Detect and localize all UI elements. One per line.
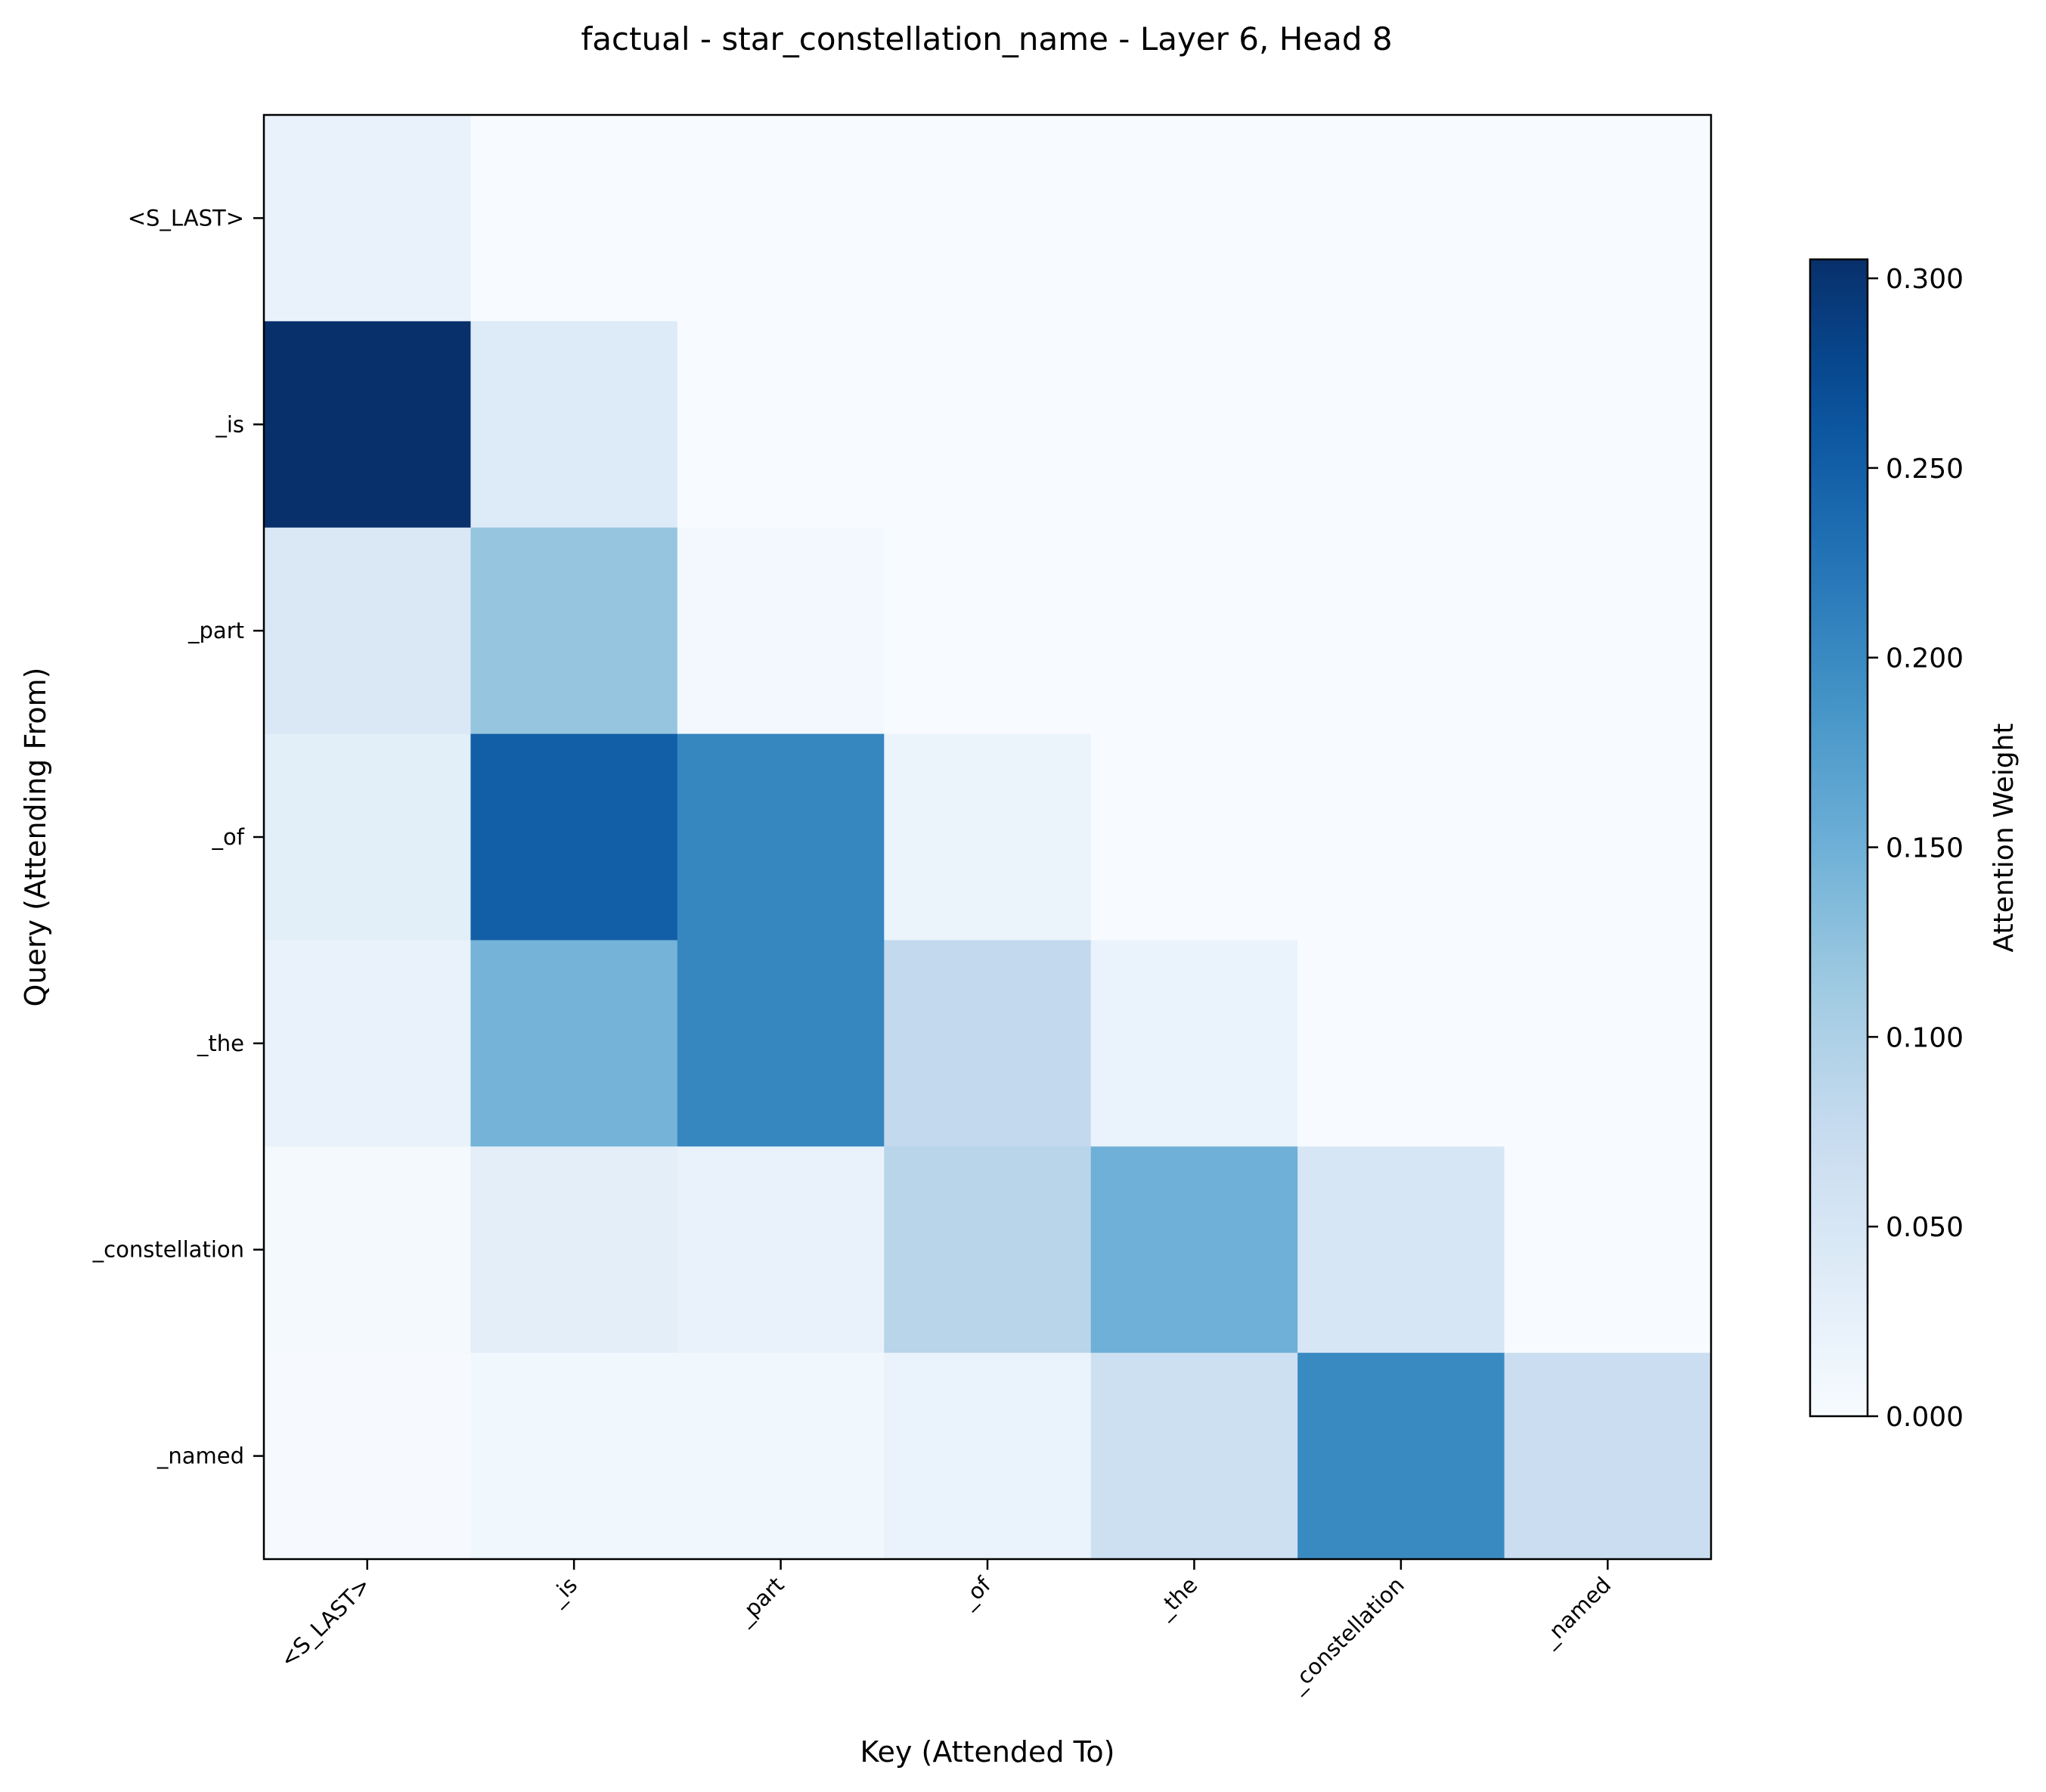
heatmap-cell [884, 1146, 1092, 1353]
heatmap-cell [1504, 940, 1712, 1147]
heatmap-cell [470, 1146, 678, 1353]
x-axis-ticks: <S_LAST> _is _part _of _the _constellation _na… [275, 1559, 1616, 1697]
y-axis-ticks: <S_LAST> _is _part _of _the _constellation _na… [92, 205, 264, 1469]
heatmap-cell [884, 940, 1092, 1147]
heatmap-cell [1504, 1146, 1712, 1353]
heatmap-cell [1297, 115, 1505, 322]
heatmap-cell [470, 733, 678, 941]
x-tick-label: _constellation [1283, 1572, 1409, 1697]
colorbar-tick-label: 0.000 [1886, 1402, 1964, 1433]
x-tick-label: _of [954, 1571, 996, 1613]
x-tick-label: _is [544, 1572, 582, 1611]
heatmap-cell [470, 940, 678, 1147]
heatmap-cells [264, 115, 1712, 1560]
colorbar-label: Attention Weight [1989, 723, 2020, 952]
heatmap-cell [470, 1353, 678, 1560]
heatmap-cell [264, 1353, 472, 1560]
colorbar-tick-label: 0.100 [1886, 1022, 1964, 1053]
heatmap-cell [264, 1146, 472, 1353]
heatmap-cell [884, 115, 1092, 322]
heatmap-cell [264, 527, 472, 735]
y-tick-label: _is [215, 411, 244, 437]
y-tick-label: _named [157, 1443, 244, 1469]
y-tick-label: _constellation [92, 1237, 244, 1263]
heatmap-cell [1504, 527, 1712, 735]
heatmap-cell [677, 527, 885, 735]
heatmap-cell [677, 1146, 885, 1353]
heatmap-cell [1090, 321, 1298, 529]
heatmap-cell [677, 321, 885, 529]
heatmap-cell [1297, 1146, 1505, 1353]
heatmap-cell [677, 733, 885, 941]
heatmap-cell [1297, 733, 1505, 941]
y-tick-label: _the [197, 1031, 244, 1056]
y-tick-label: <S_LAST> [128, 205, 244, 231]
x-tick-label: <S_LAST> [275, 1572, 376, 1673]
heatmap-cell [677, 1353, 885, 1560]
heatmap-cell [470, 321, 678, 529]
heatmap-cell [1297, 940, 1505, 1147]
heatmap-cell [884, 527, 1092, 735]
colorbar-ticks: 0.000 0.050 0.100 0.150 0.200 0.250 0.300 [1868, 264, 1964, 1433]
heatmap-cell [884, 1353, 1092, 1560]
heatmap-cell [677, 115, 885, 322]
heatmap-cell [1504, 733, 1712, 941]
heatmap-cell [1504, 321, 1712, 529]
heatmap-cell [264, 321, 472, 529]
colorbar-tick-label: 0.300 [1886, 264, 1964, 295]
heatmap-cell [470, 115, 678, 322]
colorbar-tick-label: 0.250 [1886, 454, 1964, 485]
heatmap-cell [1504, 115, 1712, 322]
colorbar-tick-label: 0.150 [1886, 833, 1964, 864]
heatmap-cell [470, 527, 678, 735]
heatmap-cell [1297, 321, 1505, 529]
heatmap-cell [884, 321, 1092, 529]
x-tick-label: _named [1536, 1572, 1616, 1652]
heatmap-cell [1090, 940, 1298, 1147]
heatmap-cell [1504, 1353, 1712, 1560]
chart-title: factual - star_constellation_name - Laye… [581, 20, 1392, 57]
y-axis-title: Query (Attending From) [19, 668, 52, 1007]
x-axis-title: Key (Attended To) [860, 1735, 1115, 1769]
heatmap-cell [264, 733, 472, 941]
heatmap-cell [1090, 1146, 1298, 1353]
heatmap-cell [1090, 733, 1298, 941]
heatmap-cell [884, 733, 1092, 941]
heatmap-cell [677, 940, 885, 1147]
y-tick-label: _part [188, 618, 244, 643]
x-tick-label: _part [730, 1572, 789, 1630]
y-tick-label: _of [212, 824, 245, 850]
heatmap-cell [1090, 1353, 1298, 1560]
heatmap-cell [264, 115, 472, 322]
heatmap-cell [1297, 1353, 1505, 1560]
heatmap-cell [1090, 527, 1298, 735]
heatmap-cell [1090, 115, 1298, 322]
colorbar-tick-label: 0.200 [1886, 643, 1964, 674]
colorbar-tick-label: 0.050 [1886, 1212, 1964, 1243]
heatmap-cell [1297, 527, 1505, 735]
heatmap-cell [264, 940, 472, 1147]
colorbar [1809, 258, 1869, 1418]
x-tick-label: _the [1151, 1572, 1203, 1624]
